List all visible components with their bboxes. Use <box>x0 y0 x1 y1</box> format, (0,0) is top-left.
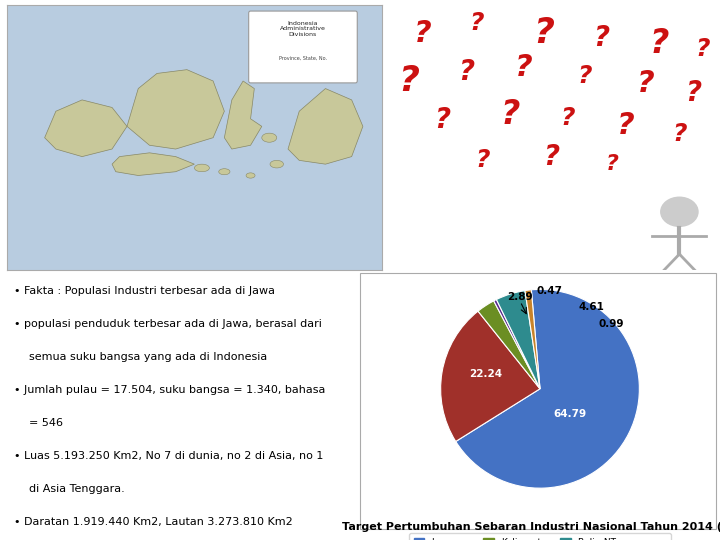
Text: ?: ? <box>685 79 701 107</box>
Text: ?: ? <box>434 106 451 134</box>
Text: 4.61: 4.61 <box>579 302 605 312</box>
Text: ?: ? <box>515 53 533 82</box>
Wedge shape <box>494 300 540 389</box>
Text: Indonesia
Administrative
Divisions: Indonesia Administrative Divisions <box>280 21 326 37</box>
Text: ?: ? <box>534 16 554 50</box>
Text: ?: ? <box>469 11 484 35</box>
Wedge shape <box>441 311 540 442</box>
Wedge shape <box>456 289 639 488</box>
Text: 0.47: 0.47 <box>537 286 563 296</box>
Ellipse shape <box>270 160 284 168</box>
Wedge shape <box>478 301 540 389</box>
Wedge shape <box>497 291 540 389</box>
FancyBboxPatch shape <box>248 11 357 83</box>
Text: • Fakta : Populasi Industri terbesar ada di Jawa: • Fakta : Populasi Industri terbesar ada… <box>14 286 275 295</box>
Text: ?: ? <box>413 18 431 48</box>
Text: • Jumlah pulau = 17.504, suku bangsa = 1.340, bahasa: • Jumlah pulau = 17.504, suku bangsa = 1… <box>14 384 325 395</box>
Text: ?: ? <box>577 64 592 87</box>
Polygon shape <box>112 153 194 176</box>
Text: 0.99: 0.99 <box>599 319 624 329</box>
Text: • Luas 5.193.250 Km2, No 7 di dunia, no 2 di Asia, no 1: • Luas 5.193.250 Km2, No 7 di dunia, no … <box>14 450 324 461</box>
Circle shape <box>661 197 698 226</box>
Text: ?: ? <box>458 58 474 86</box>
Polygon shape <box>225 81 262 149</box>
Text: 64.79: 64.79 <box>553 409 586 419</box>
Legend: Jawa, Sumatera, Kalimantan, Sulawesi, Bali - NT, Papua - Kep Maluku: Jawa, Sumatera, Kalimantan, Sulawesi, Ba… <box>409 534 671 540</box>
Text: = 546: = 546 <box>29 417 63 428</box>
Text: • populasi penduduk terbesar ada di Jawa, berasal dari: • populasi penduduk terbesar ada di Jawa… <box>14 319 323 328</box>
Text: ?: ? <box>606 153 618 173</box>
Text: ?: ? <box>672 122 687 146</box>
Text: Province, State, No.: Province, State, No. <box>279 56 327 61</box>
Text: ?: ? <box>543 143 559 171</box>
Text: • Daratan 1.919.440 Km2, Lautan 3.273.810 Km2: • Daratan 1.919.440 Km2, Lautan 3.273.81… <box>14 516 293 526</box>
Text: 2.89: 2.89 <box>508 292 533 302</box>
Text: ?: ? <box>696 37 711 61</box>
Polygon shape <box>288 89 363 164</box>
Text: ?: ? <box>500 98 520 131</box>
Text: Target Pertumbuhan Sebaran Industri Nasional Tahun 2014 (%): Target Pertumbuhan Sebaran Industri Nasi… <box>342 522 720 532</box>
Polygon shape <box>45 100 127 157</box>
Ellipse shape <box>194 164 210 172</box>
Wedge shape <box>525 290 540 389</box>
Text: semua suku bangsa yang ada di Indonesia: semua suku bangsa yang ada di Indonesia <box>29 352 267 362</box>
Text: 22.24: 22.24 <box>469 369 502 379</box>
Text: ?: ? <box>649 26 669 59</box>
Text: ?: ? <box>636 69 654 98</box>
Ellipse shape <box>219 168 230 175</box>
Text: ?: ? <box>616 111 634 140</box>
Text: ?: ? <box>593 24 610 52</box>
Ellipse shape <box>246 173 255 178</box>
Text: ?: ? <box>476 148 490 172</box>
Text: di Asia Tenggara.: di Asia Tenggara. <box>29 483 125 494</box>
Text: ?: ? <box>560 106 575 130</box>
Text: ?: ? <box>398 64 419 98</box>
Ellipse shape <box>262 133 276 142</box>
Polygon shape <box>127 70 225 149</box>
